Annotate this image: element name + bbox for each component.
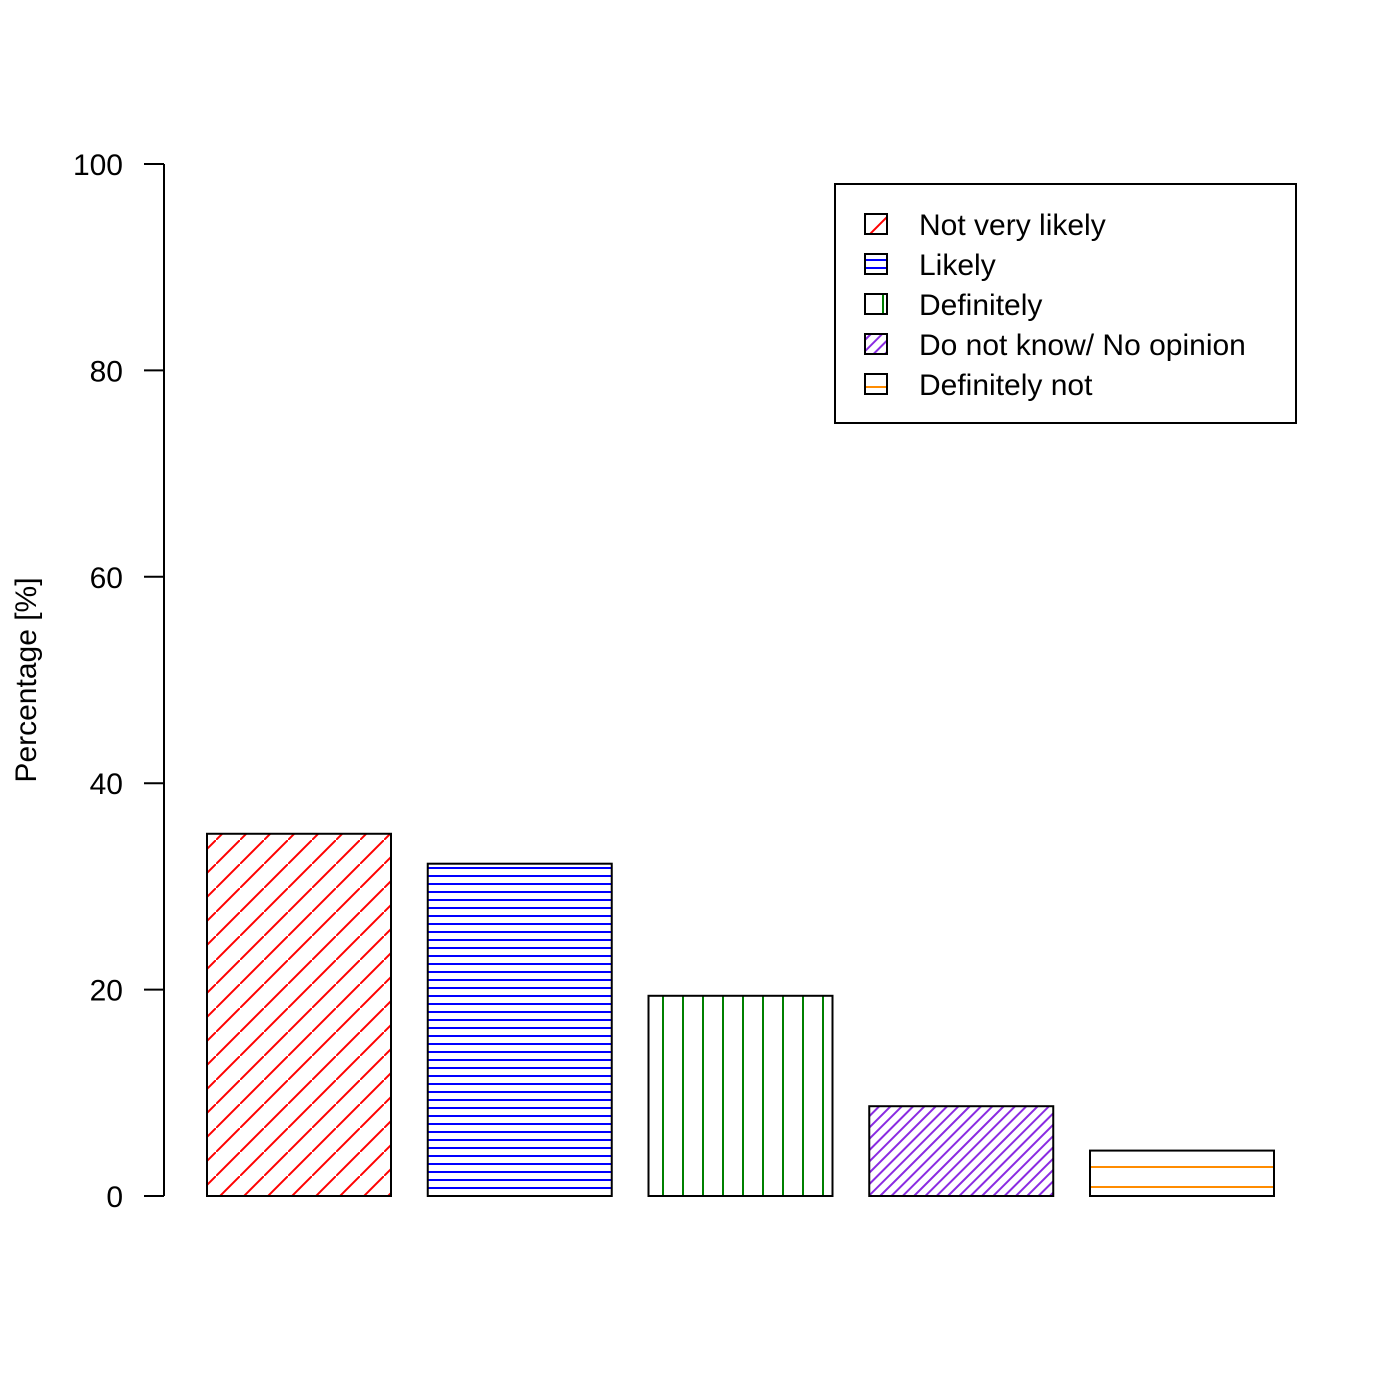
legend-swatch-1 (864, 213, 888, 235)
y-tick-label: 60 (90, 562, 123, 595)
y-tick-label: 40 (90, 768, 123, 801)
legend-items-group: Not very likely Likely Definitely Do not kn… (864, 209, 1246, 402)
y-axis: 0 20 40 60 80 100 Percentage [%] (10, 149, 165, 1214)
legend-swatch-5 (864, 373, 888, 395)
legend: Not very likely Likely Definitely Do not kn… (834, 183, 1297, 424)
legend-label-4: Do not know/ No opinion (919, 329, 1246, 362)
y-axis-title: Percentage [%] (10, 577, 43, 782)
bar-3 (647, 994, 834, 1197)
bar-4 (868, 1105, 1055, 1197)
legend-label-3: Definitely (919, 289, 1042, 322)
legend-swatch-3 (864, 293, 888, 315)
legend-swatch-4 (864, 333, 888, 355)
y-tick-label: 0 (106, 1181, 123, 1214)
bars-group (206, 832, 1275, 1198)
legend-label-1: Not very likely (919, 209, 1106, 242)
y-tick-label: 20 (90, 975, 123, 1008)
bar-1 (206, 832, 392, 1197)
plot-area (206, 832, 1275, 1198)
y-tick-label: 100 (73, 149, 123, 182)
legend-box (834, 183, 1297, 424)
legend-label-5: Definitely not (919, 369, 1093, 402)
bar-2 (426, 862, 613, 1197)
y-tick-label: 80 (90, 355, 123, 388)
legend-swatch-2 (864, 253, 888, 275)
bar-5 (1089, 1149, 1275, 1198)
y-ticks-group: 0 20 40 60 80 100 (73, 149, 164, 1214)
legend-label-2: Likely (919, 249, 996, 282)
